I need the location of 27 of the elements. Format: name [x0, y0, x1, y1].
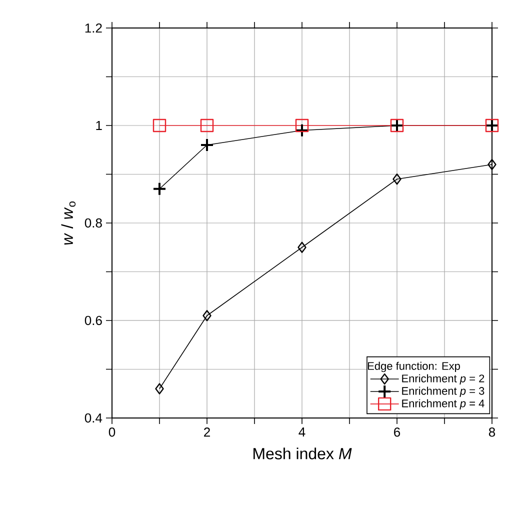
x-tick-label: 2	[204, 428, 210, 437]
legend-title: Edge function: Exp	[368, 362, 460, 372]
y-tick-label: 1.2	[85, 23, 102, 33]
point	[202, 310, 212, 322]
point	[152, 182, 166, 196]
legend-label: Enrichment p = 2	[402, 374, 484, 385]
point	[488, 158, 496, 170]
point	[155, 383, 164, 394]
x-axis-title: Mesh index M	[254, 448, 352, 460]
point	[295, 118, 309, 132]
point	[200, 138, 214, 152]
point	[200, 118, 214, 132]
legend-label: Enrichment p = 4	[402, 399, 484, 410]
y-tick-label: 0.8	[84, 218, 102, 228]
point	[152, 118, 166, 132]
legend-label: Enrichment p = 3	[402, 386, 484, 397]
y-axis-title: w / w$_{o}$	[61, 202, 76, 245]
point	[298, 242, 306, 253]
point	[295, 123, 309, 138]
point	[392, 174, 402, 185]
x-tick-label: 6	[394, 428, 400, 437]
x-tick-label: 4	[298, 428, 306, 436]
x-tick-label: 0	[108, 428, 116, 437]
y-tick-label: 0.6	[84, 316, 102, 326]
x-tick-label: 8	[488, 428, 496, 437]
y-tick-label: 1	[96, 121, 102, 130]
y-tick-label: 0.4	[84, 413, 102, 423]
